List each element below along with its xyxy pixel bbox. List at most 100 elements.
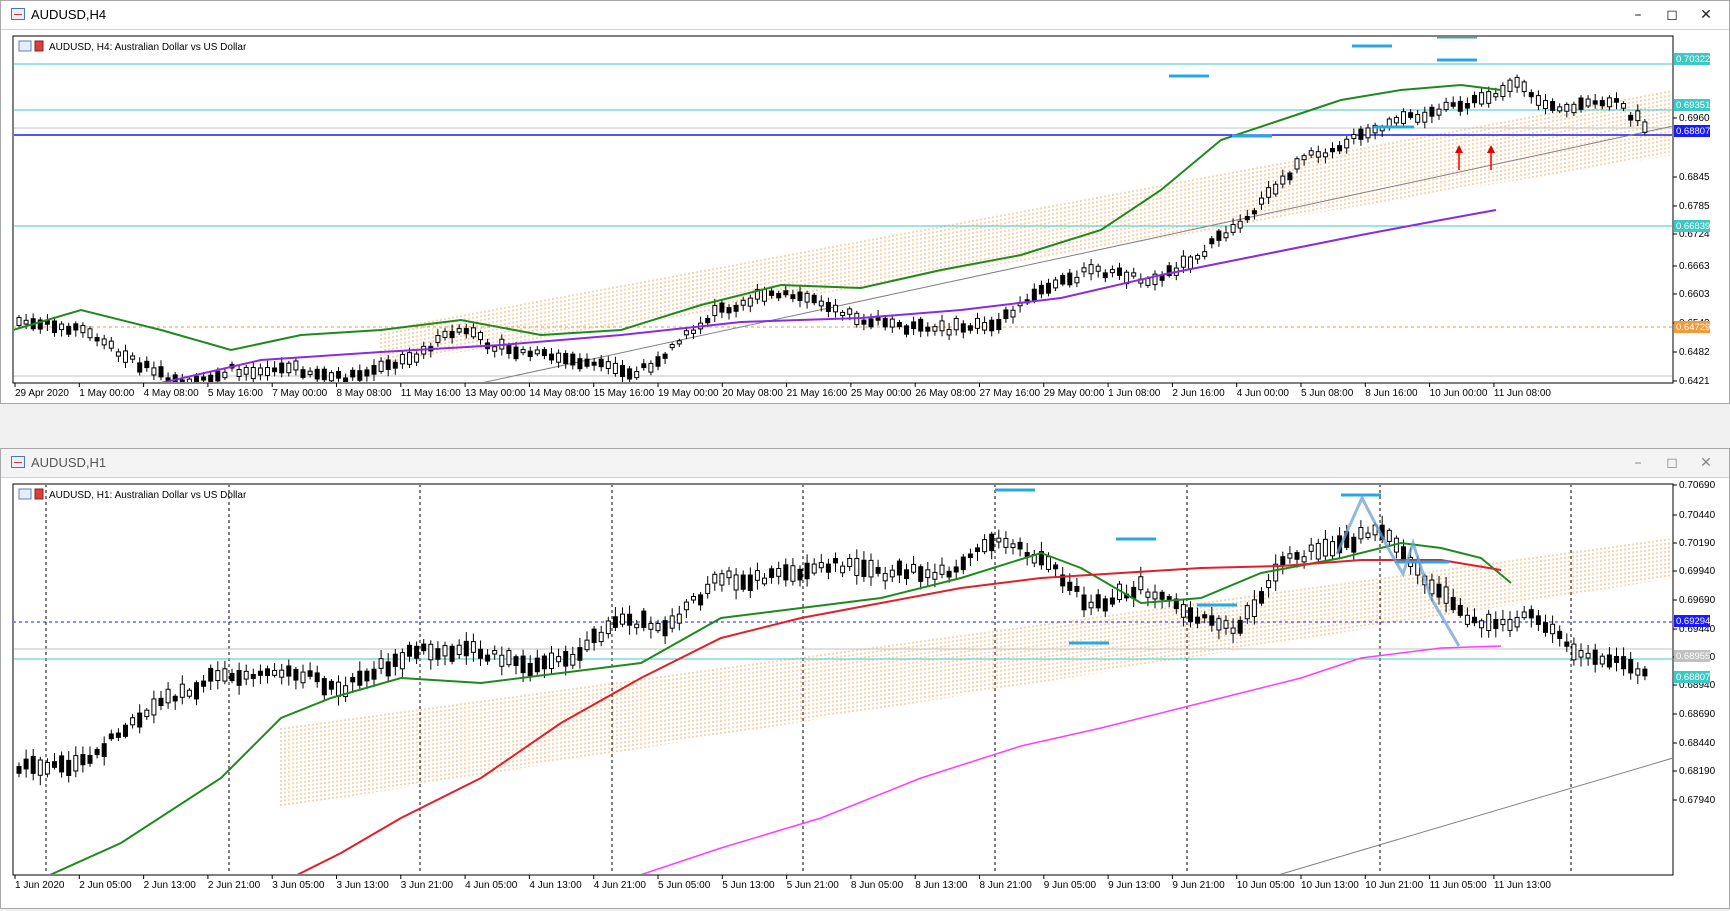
candle <box>80 324 86 334</box>
candle <box>123 724 128 737</box>
time-label: 8 Jun 21:00 <box>980 880 1033 891</box>
candle <box>1535 615 1541 625</box>
close-icon[interactable]: ✕ <box>1700 7 1712 23</box>
time-label: 27 May 16:00 <box>980 388 1041 399</box>
price-tag <box>1674 321 1710 333</box>
candle <box>1259 591 1264 604</box>
close-icon[interactable]: ✕ <box>1700 455 1712 471</box>
candle <box>16 317 22 327</box>
time-label: 11 Jun 13:00 <box>1494 880 1552 891</box>
time-label: 14 May 08:00 <box>529 388 590 399</box>
candle <box>123 350 128 363</box>
candle <box>414 645 420 659</box>
candle <box>1251 599 1257 618</box>
candle <box>1038 551 1044 566</box>
candle <box>1401 546 1406 561</box>
candle <box>1628 659 1634 674</box>
candle <box>776 292 782 299</box>
candle <box>1159 591 1165 600</box>
candle <box>712 305 718 317</box>
candle <box>1287 172 1293 181</box>
title-bar-h4[interactable]: AUDUSD,H4 – ◻ ✕ <box>1 1 1729 30</box>
price-label: 0.6960 <box>1679 113 1710 124</box>
price-tag <box>1674 615 1710 627</box>
candle <box>1521 611 1527 619</box>
candle <box>243 670 249 680</box>
candle <box>1571 643 1577 661</box>
candle <box>194 375 199 382</box>
window-title: AUDUSD,H4 <box>31 7 107 22</box>
candle <box>1592 100 1598 105</box>
price-chart-h1[interactable]: AUDUSD, H1: Australian Dollar vs US Doll… <box>1 478 1729 909</box>
candle <box>1280 556 1286 566</box>
candle <box>1493 619 1499 629</box>
candle <box>399 652 405 670</box>
minimize-icon[interactable]: – <box>1634 7 1642 23</box>
candle <box>456 328 462 333</box>
candle <box>605 361 611 370</box>
minimize-icon[interactable]: – <box>1634 455 1642 471</box>
candle <box>1450 596 1456 611</box>
candle <box>1358 527 1364 540</box>
candle <box>215 370 221 382</box>
candle <box>733 574 739 591</box>
candle <box>833 557 838 564</box>
candle <box>1223 232 1229 239</box>
candle <box>23 758 29 770</box>
chart-legend: AUDUSD, H1: Australian Dollar vs US Doll… <box>49 490 247 501</box>
candle <box>1429 579 1435 595</box>
maximize-icon[interactable]: ◻ <box>1666 7 1678 23</box>
candle <box>762 288 767 302</box>
candle <box>556 656 562 663</box>
candle <box>1145 278 1151 286</box>
candle <box>939 320 945 332</box>
candle <box>286 362 292 374</box>
candle <box>1237 619 1243 634</box>
candle <box>598 631 604 643</box>
candle <box>428 643 434 661</box>
candle <box>385 359 391 370</box>
candle <box>634 370 640 379</box>
time-label: 5 Jun 05:00 <box>658 880 711 891</box>
candle <box>975 317 980 329</box>
candle <box>790 294 796 300</box>
price-label: 0.69440 <box>1679 624 1716 635</box>
candle <box>1273 563 1279 582</box>
candle <box>1010 543 1016 549</box>
plot-frame <box>12 35 1674 384</box>
candle <box>87 755 93 764</box>
candle <box>208 667 214 682</box>
candle <box>478 331 483 341</box>
chart-window-h4[interactable]: AUDUSD,H4 – ◻ ✕ AUDUSD, H4: Australian D… <box>0 0 1730 404</box>
candle <box>37 319 43 330</box>
candle <box>87 328 93 339</box>
chart-window-h1[interactable]: AUDUSD,H1 – ◻ ✕ AUDUSD, H1: Australian D… <box>0 448 1730 909</box>
candle <box>470 327 476 338</box>
candle <box>1642 668 1648 677</box>
candle <box>1053 564 1059 570</box>
candle <box>1528 92 1534 98</box>
candle <box>747 574 753 592</box>
candle <box>520 655 526 674</box>
candle <box>499 654 505 667</box>
candle <box>243 366 249 375</box>
candle <box>1060 274 1066 285</box>
maximize-icon[interactable]: ◻ <box>1666 455 1678 471</box>
title-bar-h1[interactable]: AUDUSD,H1 – ◻ ✕ <box>1 449 1729 478</box>
candle <box>875 567 881 574</box>
candle <box>627 368 633 380</box>
candle <box>1557 630 1563 639</box>
candle <box>94 336 100 342</box>
candle <box>911 563 917 573</box>
candle <box>1038 284 1044 295</box>
time-label: 8 Jun 16:00 <box>1365 388 1418 399</box>
price-chart-h4[interactable]: AUDUSD, H4: Australian Dollar vs US Doll… <box>1 30 1729 404</box>
candle <box>456 644 462 656</box>
candle <box>151 698 157 716</box>
plot-content <box>14 37 1672 382</box>
candle <box>328 372 334 382</box>
candle <box>683 601 689 611</box>
candle <box>201 680 207 687</box>
time-label: 26 May 08:00 <box>915 388 976 399</box>
candle <box>137 362 143 373</box>
